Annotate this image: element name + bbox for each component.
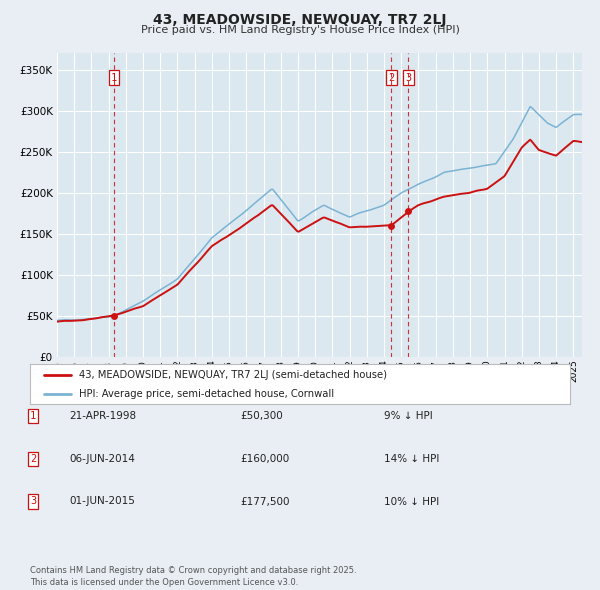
Text: 14% ↓ HPI: 14% ↓ HPI xyxy=(384,454,439,464)
Text: Price paid vs. HM Land Registry's House Price Index (HPI): Price paid vs. HM Land Registry's House … xyxy=(140,25,460,35)
Text: 3: 3 xyxy=(406,73,412,83)
Text: 9% ↓ HPI: 9% ↓ HPI xyxy=(384,411,433,421)
Text: 2: 2 xyxy=(388,73,395,83)
Text: 10% ↓ HPI: 10% ↓ HPI xyxy=(384,497,439,506)
Text: Contains HM Land Registry data © Crown copyright and database right 2025.
This d: Contains HM Land Registry data © Crown c… xyxy=(30,566,356,587)
Text: 01-JUN-2015: 01-JUN-2015 xyxy=(69,497,135,506)
Text: 06-JUN-2014: 06-JUN-2014 xyxy=(69,454,135,464)
Text: 1: 1 xyxy=(111,73,117,83)
Text: £50,300: £50,300 xyxy=(240,411,283,421)
Text: 2: 2 xyxy=(30,454,36,464)
Text: 43, MEADOWSIDE, NEWQUAY, TR7 2LJ (semi-detached house): 43, MEADOWSIDE, NEWQUAY, TR7 2LJ (semi-d… xyxy=(79,370,386,380)
Text: 21-APR-1998: 21-APR-1998 xyxy=(69,411,136,421)
Text: £160,000: £160,000 xyxy=(240,454,289,464)
Text: HPI: Average price, semi-detached house, Cornwall: HPI: Average price, semi-detached house,… xyxy=(79,389,334,399)
Text: 1: 1 xyxy=(30,411,36,421)
Text: £177,500: £177,500 xyxy=(240,497,290,506)
Text: 3: 3 xyxy=(30,497,36,506)
Text: 43, MEADOWSIDE, NEWQUAY, TR7 2LJ: 43, MEADOWSIDE, NEWQUAY, TR7 2LJ xyxy=(153,13,447,27)
